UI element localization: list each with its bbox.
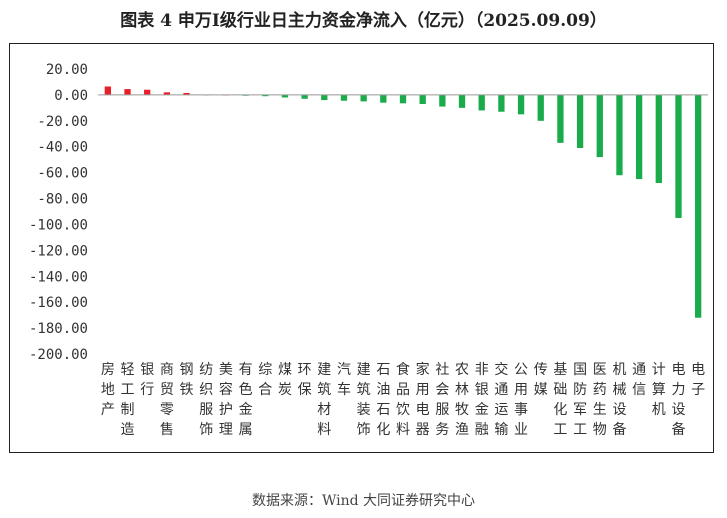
chart-panel: 20.00 0.00 -20.00 -40.00 -60.00 -80.00 -100.00… [9, 43, 714, 453]
x-tick-label: 电子 [691, 362, 705, 398]
y-tick-label: 0.00 [54, 88, 88, 104]
bar [144, 89, 151, 95]
bar [163, 92, 171, 95]
x-tick-label: 商贸零售 [160, 362, 174, 438]
y-tick-label: -60.00 [37, 166, 88, 182]
y-tick-label: -80.00 [37, 192, 88, 208]
x-tick-label: 计算机 [652, 362, 666, 418]
bar [557, 94, 564, 143]
bar [419, 94, 426, 104]
y-tick-label: -120.00 [29, 243, 88, 259]
bar [321, 94, 328, 101]
x-tick-label: 钢铁 [180, 362, 194, 398]
x-tick-label: 轻工制造 [121, 362, 135, 438]
bar [537, 94, 544, 121]
y-tick-label: 20.00 [46, 62, 88, 78]
y-tick-label: -40.00 [37, 140, 88, 156]
x-tick-label: 房地产 [101, 362, 115, 418]
bar [695, 94, 702, 318]
x-tick-label: 传媒 [534, 362, 548, 398]
x-tick-label: 国防军工 [573, 362, 587, 438]
x-tick-label: 食品饮料 [396, 361, 410, 438]
x-tick-label: 家用电器 [416, 361, 430, 438]
bar [301, 94, 308, 99]
x-tick-label: 环保 [298, 362, 312, 398]
x-tick-label: 综合 [258, 362, 272, 398]
x-tick-label: 非银金融 [475, 362, 489, 438]
x-tick-label: 纺织服饰 [199, 362, 213, 438]
x-tick-label: 交通运输 [494, 361, 508, 438]
y-tick-label: -140.00 [29, 269, 88, 285]
x-tick-label: 通信 [632, 362, 646, 398]
x-tick-label: 社会服务 [435, 362, 449, 438]
bar [478, 94, 485, 111]
bar [655, 94, 662, 183]
bar [576, 94, 584, 149]
x-tick-label: 建筑材料 [317, 362, 331, 438]
bar [124, 89, 131, 95]
bar [675, 94, 682, 218]
bar [183, 92, 190, 95]
bar [340, 94, 348, 101]
x-tick-label: 煤炭 [278, 362, 292, 398]
x-tick-label: 银行 [140, 362, 154, 398]
y-tick-label: -160.00 [29, 295, 88, 311]
x-tick-label: 汽车 [337, 362, 351, 398]
x-tick-label: 基础化工 [553, 361, 567, 438]
y-tick-label: -20.00 [37, 114, 88, 130]
bar [281, 94, 289, 98]
x-tick-label: 机械设备 [612, 362, 626, 438]
bar [616, 94, 623, 176]
data-source-note: 数据来源：Wind 大同证券研究中心 [251, 493, 476, 509]
bar [380, 94, 387, 103]
x-tick-label: 有色金属 [239, 362, 253, 438]
x-tick-label: 电力设备 [671, 362, 685, 438]
bar [596, 94, 603, 158]
chart-title: 图表 4 申万I级行业日主力资金净流入（亿元）（2025.09.09） [120, 11, 607, 31]
bar [360, 94, 367, 102]
x-tick-label: 美容护理 [219, 362, 233, 438]
bar [458, 94, 466, 108]
y-tick-label: -180.00 [29, 321, 88, 337]
bar [104, 86, 111, 95]
y-tick-label: -200.00 [29, 347, 88, 363]
bar [262, 94, 269, 97]
x-tick-label: 医药生物 [593, 362, 607, 438]
y-tick-label: -100.00 [29, 217, 88, 233]
bar [517, 94, 525, 115]
x-tick-label: 农林牧渔 [455, 362, 469, 438]
bar [498, 94, 505, 112]
x-tick-label: 建筑装饰 [357, 362, 371, 438]
bar [635, 94, 643, 180]
bar [399, 94, 407, 104]
bar [439, 94, 446, 107]
x-tick-label: 石油石化 [376, 362, 390, 438]
bar-chart: 20.00 0.00 -20.00 -40.00 -60.00 -80.00 -100.00… [29, 62, 708, 438]
x-tick-label: 公用事业 [514, 362, 528, 438]
